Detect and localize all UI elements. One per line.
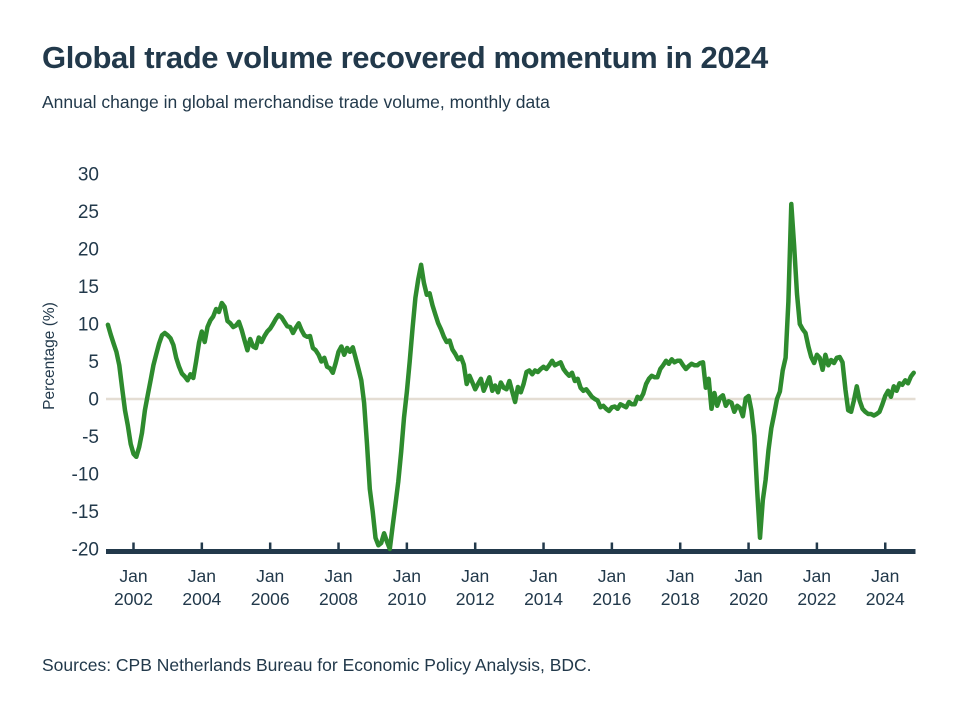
y-axis-tick-label: -15 <box>72 502 99 523</box>
x-axis-tick-label-month: Jan <box>188 566 216 586</box>
x-axis-line <box>106 549 916 554</box>
x-axis-tick-label-month: Jan <box>256 566 284 586</box>
x-axis-tick-label-year: 2002 <box>114 589 153 609</box>
y-axis-tick-label: -10 <box>72 465 99 486</box>
y-axis-tick-label: 30 <box>78 165 99 186</box>
y-axis-tick-label: -5 <box>82 427 99 448</box>
x-axis-tick-label-month: Jan <box>666 566 694 586</box>
page-subtitle: Annual change in global merchandise trad… <box>42 92 550 112</box>
y-axis-tick-label: 20 <box>78 240 99 261</box>
x-axis-tick-label-month: Jan <box>393 566 421 586</box>
x-axis-tick-label-year: 2020 <box>729 589 768 609</box>
y-axis-title: Percentage (%) <box>41 302 58 410</box>
x-axis-tick-label-month: Jan <box>529 566 557 586</box>
x-axis-tick-label-year: 2018 <box>661 589 700 609</box>
y-axis-tick-label: 25 <box>78 202 99 223</box>
x-axis-tick-label-year: 2010 <box>387 589 426 609</box>
x-axis-tick-label-year: 2022 <box>797 589 836 609</box>
page-title: Global trade volume recovered momentum i… <box>42 40 768 75</box>
x-axis-tick-label-year: 2014 <box>524 589 563 609</box>
x-axis-tick-label-year: 2006 <box>251 589 290 609</box>
x-axis-tick-label-month: Jan <box>803 566 831 586</box>
y-axis-tick-label: 10 <box>78 315 99 336</box>
y-axis-tick-label: 0 <box>88 390 99 411</box>
x-axis-tick-label-year: 2024 <box>866 589 905 609</box>
x-axis-tick-label-month: Jan <box>119 566 147 586</box>
x-axis-tick-label-month: Jan <box>598 566 626 586</box>
x-axis-tick-label-month: Jan <box>461 566 489 586</box>
y-axis-tick-label: 15 <box>78 277 99 298</box>
y-axis-tick-label: 5 <box>88 352 99 373</box>
sources-text: Sources: CPB Netherlands Bureau for Econ… <box>42 655 592 675</box>
x-axis-tick-label-month: Jan <box>734 566 762 586</box>
x-axis-tick-label-month: Jan <box>324 566 352 586</box>
x-axis-tick-label-year: 2016 <box>592 589 631 609</box>
x-axis-tick-label-month: Jan <box>871 566 899 586</box>
x-axis-tick-label-year: 2004 <box>182 589 221 609</box>
x-axis-tick-label-year: 2008 <box>319 589 358 609</box>
trade-volume-line <box>105 201 916 552</box>
y-axis-tick-label: -20 <box>72 540 99 561</box>
x-axis-tick-label-year: 2012 <box>456 589 495 609</box>
